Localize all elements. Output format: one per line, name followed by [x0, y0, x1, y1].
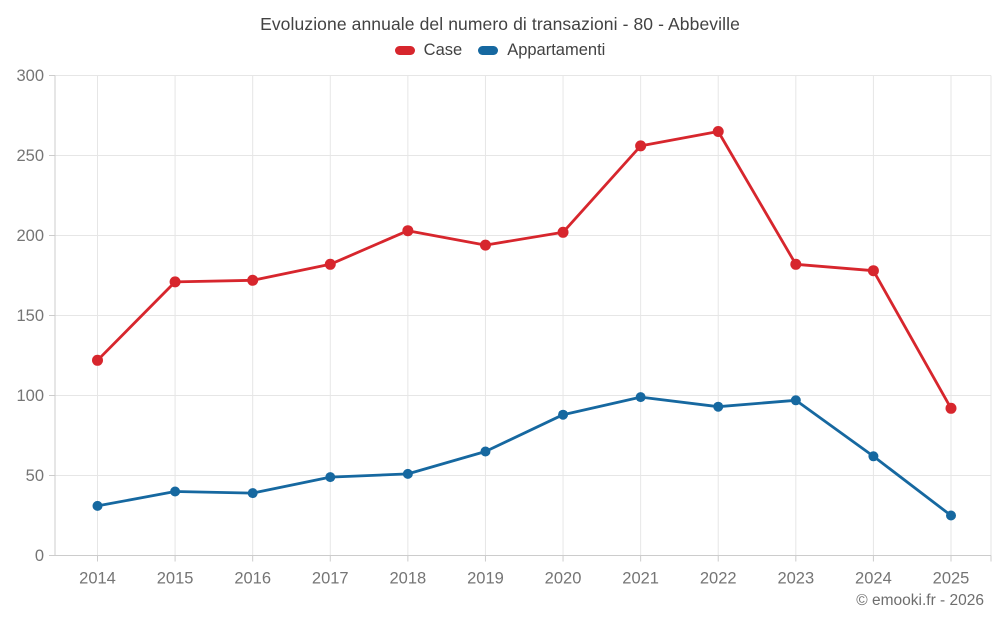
case-point-2019 — [479, 239, 491, 251]
chart-legend: Case Appartamenti — [0, 41, 1000, 60]
x-tick-label: 2021 — [622, 570, 659, 588]
y-tick-label: 0 — [35, 547, 44, 565]
case-line — [96, 130, 953, 410]
appartamenti-point-2015 — [170, 486, 181, 497]
x-tick-label: 2014 — [79, 570, 116, 588]
y-tick-label: 150 — [16, 307, 44, 325]
y-tick-label: 50 — [26, 467, 44, 485]
copyright-footer: © emooki.fr - 2026 — [856, 592, 984, 609]
case-point-2021 — [635, 140, 647, 152]
case-point-2024 — [867, 265, 879, 277]
appartamenti-point-2024 — [868, 451, 879, 462]
legend-label-appartamenti: Appartamenti — [507, 41, 606, 59]
appartamenti-point-2018 — [402, 468, 413, 479]
legend-label-case: Case — [423, 41, 463, 59]
x-tick-label: 2025 — [933, 570, 970, 588]
y-tick-label: 100 — [16, 387, 44, 405]
case-point-2022 — [712, 126, 724, 137]
appartamenti-point-2021 — [635, 392, 646, 403]
appartamenti-point-2022 — [713, 401, 724, 412]
case-point-2023 — [790, 258, 802, 270]
appartamenti-line — [96, 395, 953, 517]
appartamenti-point-2025 — [946, 510, 956, 521]
case-series — [92, 126, 957, 414]
x-tick-label: 2015 — [157, 570, 194, 588]
x-tick-label: 2020 — [545, 570, 582, 588]
axes — [49, 75, 992, 562]
y-tick-label: 300 — [16, 67, 44, 85]
chart-title: Evoluzione annuale del numero di transaz… — [260, 14, 740, 34]
case-point-2018 — [402, 225, 414, 237]
x-tick-label: 2018 — [390, 570, 427, 588]
case-point-2020 — [557, 226, 569, 238]
grid — [55, 75, 992, 556]
appartamenti-point-2019 — [480, 446, 491, 457]
x-tick-label: 2024 — [855, 570, 892, 588]
appartamenti-series — [92, 392, 956, 521]
appartamenti-point-2023 — [790, 395, 801, 406]
x-tick-label: 2016 — [234, 570, 271, 588]
appartamenti-legend-swatch-icon — [478, 46, 499, 55]
appartamenti-point-2014 — [92, 500, 103, 511]
case-point-2015 — [169, 276, 181, 288]
y-tick-label: 200 — [16, 227, 44, 245]
appartamenti-point-2020 — [558, 409, 569, 420]
case-point-2017 — [324, 258, 336, 270]
appartamenti-point-2016 — [247, 488, 258, 499]
x-tick-label: 2017 — [312, 570, 349, 588]
case-point-2014 — [92, 354, 103, 366]
case-point-2016 — [247, 274, 259, 286]
case-legend-swatch-icon — [394, 46, 415, 55]
case-point-2025 — [945, 402, 957, 414]
y-tick-label: 250 — [16, 147, 44, 165]
axis-labels: 0 50 100 150 200 250 300 2014 2015 2016 2017 2018 20… — [16, 67, 969, 588]
legend-item-appartamenti[interactable]: Appartamenti — [478, 41, 605, 60]
x-tick-label: 2022 — [700, 570, 737, 588]
appartamenti-point-2017 — [325, 472, 336, 483]
x-tick-label: 2019 — [467, 570, 504, 588]
x-tick-label: 2023 — [777, 570, 814, 588]
legend-item-case[interactable]: Case — [394, 41, 463, 60]
